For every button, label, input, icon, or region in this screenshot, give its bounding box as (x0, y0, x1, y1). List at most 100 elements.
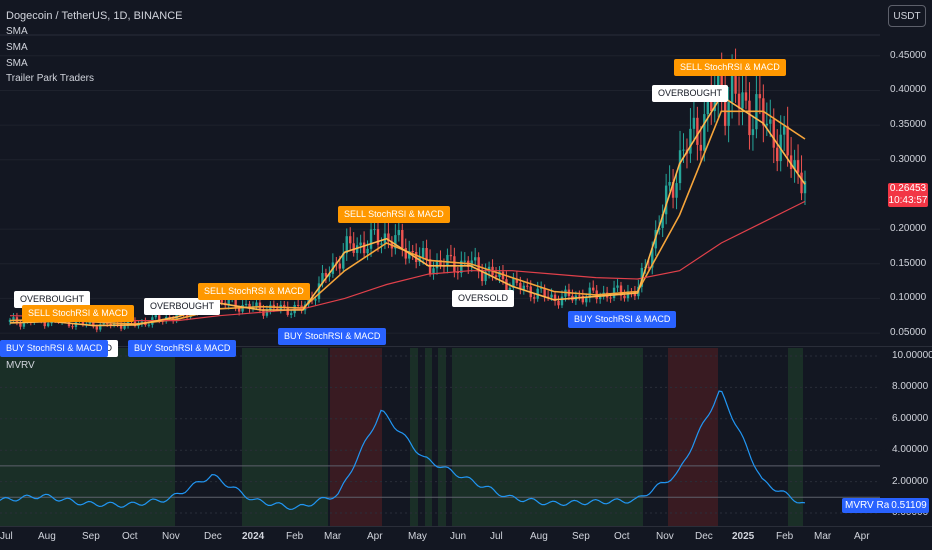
candle-body (394, 235, 397, 249)
indicator-sma-2[interactable]: SMA (6, 42, 28, 53)
candle-body (463, 260, 466, 262)
candle-body (737, 93, 741, 109)
time-axis-label: Jul (0, 531, 13, 542)
time-axis-label: Jun (450, 531, 467, 542)
time-axis-label: Aug (38, 531, 56, 542)
candle-body (727, 102, 730, 126)
candle-body (352, 243, 355, 253)
mvrv-zone-green (425, 348, 432, 526)
currency-button[interactable]: USDT (888, 5, 926, 27)
candle-body (453, 256, 456, 272)
time-axis-label: Nov (656, 531, 674, 542)
price-axis-label: 0.10000 (890, 292, 927, 304)
candle-body (158, 315, 161, 321)
indicator-sma-1[interactable]: SMA (6, 26, 28, 37)
candle-body (290, 313, 293, 315)
signal-sell: SELL StochRSI & MACD (338, 206, 450, 223)
mvrv-title[interactable]: MVRV (6, 360, 35, 371)
candle-body (619, 285, 623, 296)
candle-body (349, 236, 352, 244)
price-axis-label: 0.40000 (890, 84, 927, 96)
candle-body (185, 313, 189, 318)
time-axis-label: Mar (324, 531, 342, 542)
candle-body (710, 97, 713, 112)
candle-body (99, 324, 102, 330)
indicator-trailer-park[interactable]: Trailer Park Traders (6, 73, 94, 84)
candle-body (255, 302, 258, 307)
candle-body (692, 117, 696, 129)
candle-body (689, 128, 692, 154)
time-axis-label: 2024 (242, 531, 265, 542)
candle-body (668, 181, 671, 186)
signal-ob: OVERBOUGHT (14, 291, 91, 308)
time-axis-label: Jul (490, 531, 503, 542)
candle-body (748, 100, 751, 136)
mvrv-axis-label: 8.00000 (892, 381, 929, 393)
candle-body (480, 271, 484, 282)
time-axis-label: Feb (286, 531, 304, 542)
candle-body (449, 254, 453, 257)
price-axis-label: 0.15000 (890, 257, 927, 269)
candle-body (800, 172, 803, 194)
candle-body (730, 74, 734, 103)
candle-body (494, 275, 498, 277)
countdown-timer: 10:43:57 (888, 195, 928, 206)
candle-body (706, 97, 709, 115)
time-axis-label: Dec (204, 531, 222, 542)
mvrv-chart[interactable] (0, 348, 880, 526)
candle-body (355, 245, 359, 253)
candle-body (651, 248, 654, 268)
time-axis-label: Apr (854, 531, 870, 542)
candle-body (633, 292, 637, 297)
mvrv-zone-green (452, 348, 643, 526)
current-price: 0.26453 (889, 183, 927, 194)
candle-body (227, 299, 230, 306)
candle-body (713, 98, 716, 112)
candle-body (46, 323, 50, 327)
candle-body (661, 214, 664, 228)
candle-body (533, 297, 536, 299)
candle-body (671, 181, 675, 198)
candle-body (432, 268, 435, 274)
candle-body (734, 74, 737, 94)
candle-body (123, 325, 126, 329)
price-axis-label: 0.30000 (890, 153, 927, 165)
candle-body (793, 160, 796, 170)
panel-divider[interactable] (0, 346, 932, 347)
candle-body (578, 295, 581, 297)
candle-body (664, 185, 668, 215)
indicator-sma-3[interactable]: SMA (6, 58, 28, 69)
candle-body (338, 263, 342, 269)
mvrv-line (0, 390, 806, 511)
candle-body (22, 321, 26, 327)
time-axis-label: Feb (776, 531, 794, 542)
mvrv-zone-green (242, 348, 328, 526)
candle-body (380, 243, 383, 245)
sma-lines (9, 94, 806, 327)
candle-body (439, 260, 442, 266)
candle-body (8, 319, 12, 322)
candle-body (744, 92, 748, 101)
symbol-title[interactable]: Dogecoin / TetherUS, 1D, BINANCE (6, 10, 183, 22)
candle-body (460, 260, 463, 273)
price-grid (0, 34, 880, 334)
candle-body (741, 92, 744, 109)
candle-body (342, 253, 345, 269)
candle-body (560, 296, 564, 306)
price-axis-label: 0.20000 (890, 223, 927, 235)
candle-body (557, 300, 560, 306)
signal-buy: BUY StochRSI & MACD (0, 340, 109, 357)
time-axis-label: Sep (572, 531, 590, 542)
mvrv-zone-green (788, 348, 803, 526)
candle-body (12, 317, 15, 320)
candle-body (408, 251, 411, 259)
candle-body (446, 254, 449, 267)
mvrv-axis-label: 10.00000 (892, 350, 932, 361)
candle-body (796, 160, 800, 173)
sma-line-fast (9, 94, 806, 327)
candle-body (421, 247, 425, 258)
candle-body (782, 126, 786, 135)
candle-body (640, 267, 644, 287)
candle-body (720, 74, 723, 96)
price-chart[interactable] (0, 0, 880, 345)
